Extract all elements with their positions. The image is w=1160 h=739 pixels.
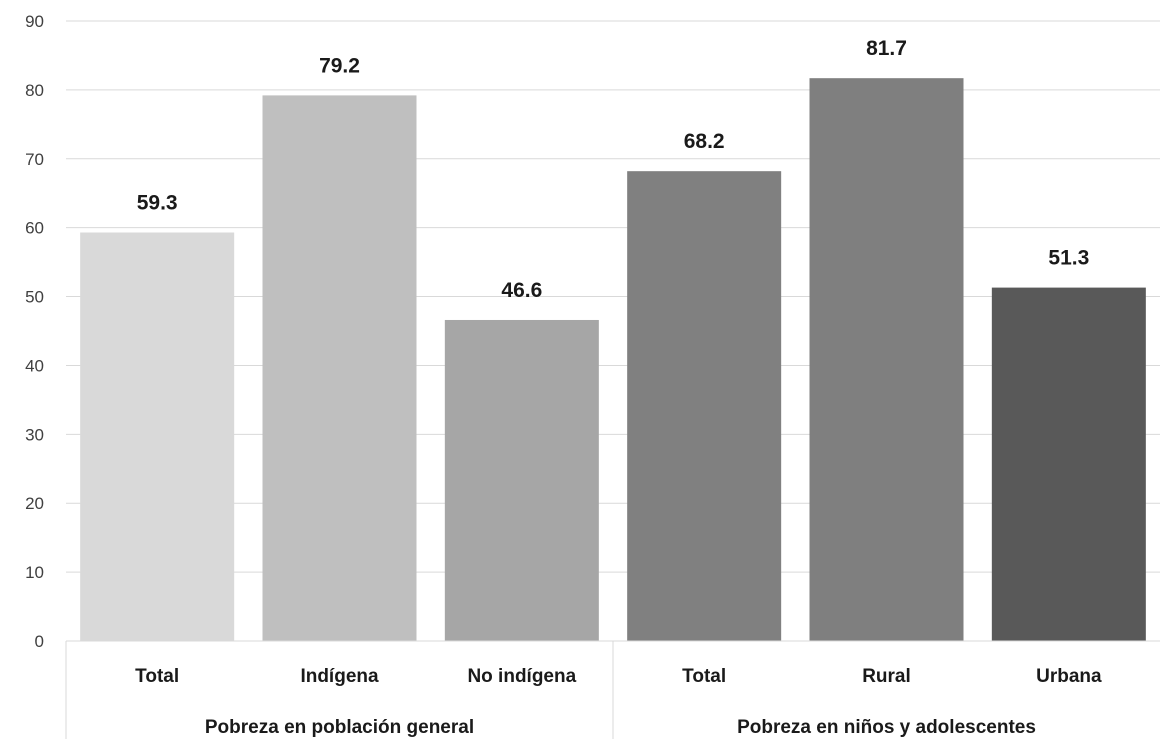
data-label: 79.2 bbox=[319, 54, 360, 77]
data-label: 46.6 bbox=[501, 279, 542, 302]
x-tick-label: Total bbox=[682, 666, 726, 687]
y-tick-label: 50 bbox=[25, 288, 44, 307]
bar bbox=[991, 287, 1146, 641]
x-tick-label: Rural bbox=[862, 666, 911, 687]
x-tick-label: Indígena bbox=[300, 666, 379, 687]
y-tick-label: 40 bbox=[25, 356, 44, 375]
x-tick-label: No indígena bbox=[467, 666, 576, 687]
data-label: 81.7 bbox=[866, 37, 907, 60]
bar bbox=[262, 95, 417, 641]
data-label: 68.2 bbox=[684, 130, 725, 153]
y-tick-label: 20 bbox=[25, 494, 44, 513]
x-axis: Total Indígena No indígena Total Rural Urbana… bbox=[65, 640, 1160, 739]
y-axis-ticks: 0 10 20 30 40 50 60 70 80 90 bbox=[25, 12, 44, 651]
y-tick-label: 70 bbox=[25, 150, 44, 169]
y-tick-label: 10 bbox=[25, 563, 44, 582]
x-tick-label: Total bbox=[135, 666, 179, 687]
data-label: 59.3 bbox=[137, 191, 178, 214]
bar bbox=[627, 171, 782, 641]
y-tick-label: 30 bbox=[25, 425, 44, 444]
data-labels: 59.3 79.2 46.6 68.2 81.7 51.3 bbox=[137, 37, 1090, 302]
gridlines bbox=[66, 20, 1160, 573]
bar bbox=[444, 319, 599, 641]
bars bbox=[80, 78, 1146, 641]
bar bbox=[809, 78, 964, 641]
bar bbox=[80, 232, 235, 641]
data-label: 51.3 bbox=[1048, 247, 1089, 270]
y-tick-label: 60 bbox=[25, 219, 44, 238]
x-tick-label: Urbana bbox=[1036, 666, 1102, 687]
group-label: Pobreza en población general bbox=[205, 717, 474, 738]
y-tick-label: 0 bbox=[35, 632, 44, 651]
y-tick-label: 80 bbox=[25, 81, 44, 100]
group-label: Pobreza en niños y adolescentes bbox=[737, 717, 1036, 738]
y-tick-label: 90 bbox=[25, 12, 44, 31]
